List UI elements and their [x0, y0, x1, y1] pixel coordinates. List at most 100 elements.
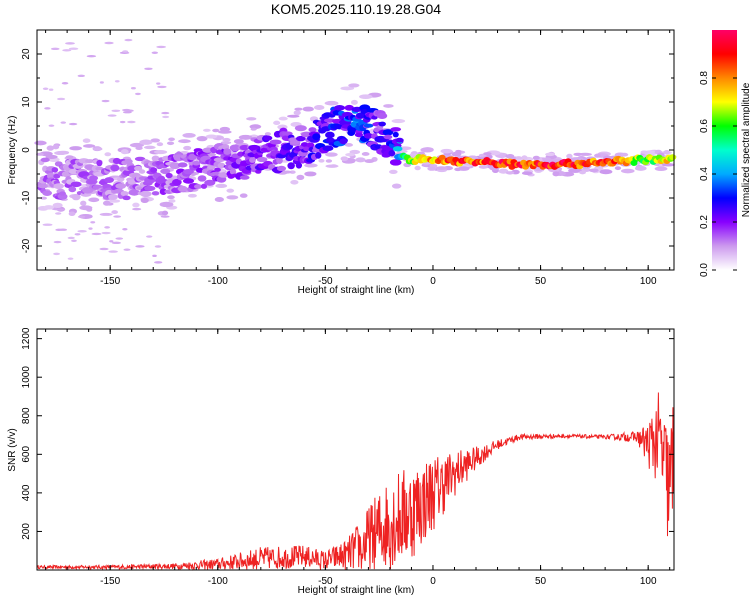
spectrogram-cell — [127, 179, 137, 185]
spectrogram-cell — [134, 165, 143, 171]
spectrogram-cell — [132, 202, 140, 208]
spectrogram-cell — [295, 162, 303, 169]
spectrogram-cell — [333, 105, 346, 111]
spectrogram-cell — [182, 133, 196, 138]
spectrogram-cell — [661, 163, 675, 167]
spectrogram-cell — [99, 247, 109, 251]
spectrogram-cell — [135, 245, 145, 248]
spectrogram-cell — [104, 226, 110, 229]
spectrogram-cell — [197, 175, 207, 182]
spectrogram-cell — [48, 88, 54, 91]
x-tick-label: -100 — [208, 576, 228, 587]
spectrogram-cell — [169, 162, 181, 170]
spectrogram-cell — [119, 120, 126, 124]
spectrogram-cell — [374, 144, 383, 149]
colorbar: 0.0 0.2 0.4 0.6 0.8 Normalized spectral ampl… — [699, 30, 750, 277]
spectrogram-cell — [109, 199, 121, 203]
spectrogram-cell — [278, 116, 288, 121]
colorbar-ticks: 0.0 0.2 0.4 0.6 0.8 — [699, 71, 737, 277]
spectrogram-cell — [178, 139, 191, 144]
spectrogram-cell — [521, 171, 533, 176]
spectrogram-cell — [168, 199, 176, 203]
spectrogram-cell — [322, 145, 334, 152]
spectrogram-cell — [35, 152, 44, 156]
spectrogram-cell — [669, 154, 677, 161]
spectrogram-cell — [552, 171, 560, 177]
spectrogram-cell — [573, 152, 583, 156]
spectrogram-cell — [276, 156, 283, 164]
spectrogram-cell — [215, 183, 228, 188]
spectrogram-cell — [505, 171, 515, 175]
spectrogram-cell — [61, 82, 69, 85]
spectrogram-cell — [348, 83, 360, 88]
spectrogram-cell — [68, 211, 76, 217]
spectrogram-cell — [165, 172, 173, 179]
spectrogram-cell — [77, 74, 85, 78]
spectrogram-cell — [515, 156, 522, 160]
spectrogram-cell — [144, 185, 156, 191]
spectrogram-cell — [168, 137, 175, 142]
spectrogram-cell — [89, 175, 99, 181]
spectrogram-cell — [68, 186, 77, 193]
spectrogram-cell — [71, 193, 81, 201]
spectrogram-cell — [104, 152, 112, 157]
colorbar-ramp — [712, 30, 737, 270]
spectrogram-cell — [68, 122, 78, 126]
spectrogram-cell — [122, 50, 129, 53]
spectrogram-cell — [359, 94, 373, 100]
spectrogram-cell — [111, 109, 121, 112]
spectrogram-cell — [122, 111, 132, 114]
spectrogram-cell — [140, 190, 152, 198]
spectrogram-cell — [640, 150, 648, 154]
spectrogram-cell — [483, 152, 492, 156]
y-tick-label: 20 — [21, 48, 32, 60]
spectrogram-cell — [128, 189, 141, 196]
spectrogram-cell — [440, 148, 453, 154]
spectrogram-cell — [193, 184, 203, 189]
spectrogram-cell — [53, 252, 61, 256]
spectrogram-cell — [324, 100, 339, 106]
spectrogram-cell — [364, 159, 375, 164]
spectrogram-cell — [143, 145, 156, 150]
spectrogram-cell — [40, 157, 50, 163]
spectrogram-cell — [161, 111, 170, 115]
spectrogram-cell — [172, 178, 182, 186]
spectrogram-cell — [249, 157, 256, 163]
spectrogram-cell — [225, 160, 233, 166]
spectrogram-cell — [304, 163, 318, 168]
spectrogram-cell — [183, 168, 195, 175]
spectrogram-cell — [212, 128, 220, 133]
spectrogram-cell — [276, 165, 287, 172]
spectrogram-cell — [389, 169, 398, 174]
spectrogram-cell — [113, 215, 122, 218]
spectrogram-cell — [392, 146, 403, 152]
spectrogram-cell — [395, 137, 404, 143]
spectrogram-cell — [264, 132, 271, 136]
spectrogram-x-axis-label: Height of straight line (km) — [298, 285, 415, 296]
spectrogram-cell — [65, 42, 75, 45]
spectrogram-cell — [150, 138, 161, 143]
snr-series-line — [36, 392, 675, 571]
spectrogram-cell — [192, 161, 201, 166]
spectrogram-cell — [389, 159, 402, 166]
spectrogram-cell — [109, 240, 114, 243]
x-tick-label: 0 — [430, 576, 436, 587]
spectrogram-y-ticks: -20 -10 0 10 20 — [21, 29, 674, 271]
y-tick-label: 400 — [21, 484, 32, 501]
spectrogram-cell — [220, 141, 232, 145]
spectrogram-cell — [69, 146, 83, 151]
spectrogram-cell — [545, 152, 555, 157]
spectrogram-cell — [287, 162, 295, 170]
y-tick-label: -10 — [21, 190, 32, 205]
x-tick-label: 0 — [430, 276, 436, 287]
spectrogram-cell — [355, 157, 366, 163]
spectrogram-cell — [361, 152, 370, 156]
spectrogram-cell — [344, 143, 353, 147]
spectrogram-cell — [654, 166, 668, 172]
spectrogram-cell — [325, 152, 338, 157]
y-tick-label: 10 — [21, 96, 32, 108]
spectrogram-cell — [156, 45, 167, 49]
spectrogram-cell — [566, 153, 573, 159]
spectrogram-cell — [68, 47, 79, 50]
spectrogram-cell — [340, 156, 349, 162]
